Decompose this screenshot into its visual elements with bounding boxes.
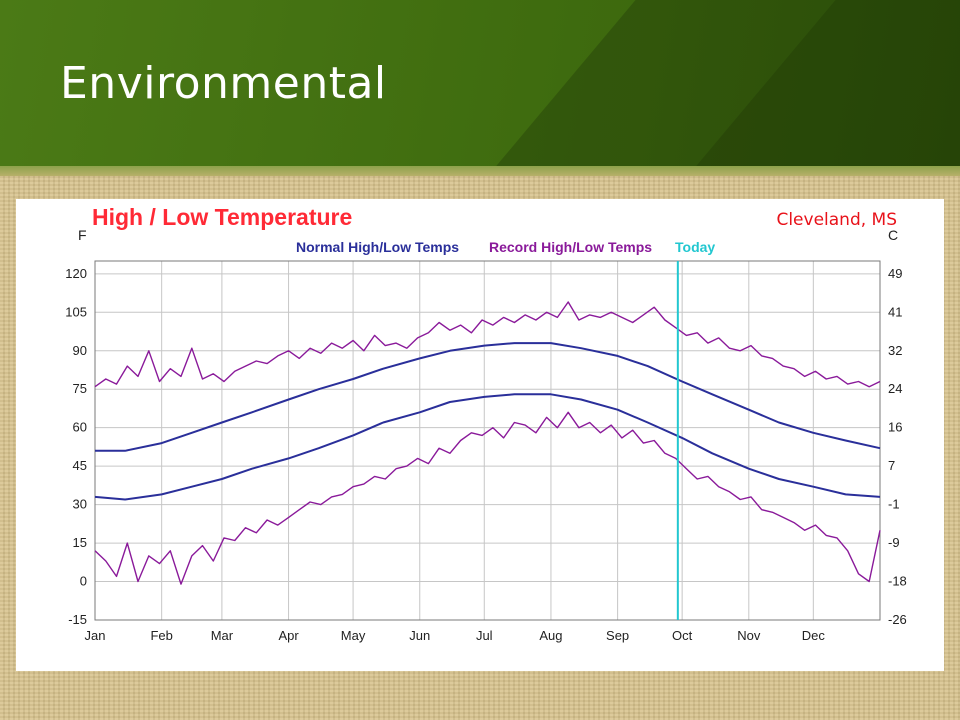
y-tick-label-right: 7 [888, 458, 895, 473]
x-tick-label: Nov [737, 628, 761, 643]
x-tick-label: May [341, 628, 366, 643]
temperature-chart: High / Low Temperature F C Normal High/L… [65, 204, 907, 643]
plot-frame [94, 260, 881, 621]
x-tick-label: Mar [211, 628, 234, 643]
left-unit-label: F [78, 227, 87, 243]
x-tick-label: Aug [539, 628, 562, 643]
y-axis-right-ticks: -26 -18 -9 -1 7 16 24 32 41 49 [888, 266, 907, 627]
x-tick-label: Jan [85, 628, 106, 643]
slide-title: Environmental [60, 58, 387, 109]
y-axis-left-ticks: -15 0 15 30 45 60 75 90 105 120 [65, 266, 87, 627]
x-tick-label: Feb [150, 628, 172, 643]
header-divider [0, 166, 960, 176]
series-line-record-high [94, 301, 881, 388]
series-line-normal-low [94, 393, 881, 501]
y-tick-label-left: 120 [65, 266, 87, 281]
chart-series-layer [94, 301, 881, 585]
legend-record: Record High/Low Temps [489, 239, 652, 255]
y-tick-label-left: 30 [73, 497, 87, 512]
y-tick-label-left: 60 [73, 420, 87, 435]
x-tick-label: Jun [409, 628, 430, 643]
y-tick-label-right: -9 [888, 535, 900, 550]
x-tick-label: Jul [476, 628, 493, 643]
x-tick-label: Apr [278, 628, 299, 643]
y-tick-label-left: 15 [73, 535, 87, 550]
legend-today: Today [675, 239, 715, 255]
y-tick-label-right: 49 [888, 266, 902, 281]
x-tick-label: Dec [802, 628, 826, 643]
y-tick-label-right: 24 [888, 381, 902, 396]
y-tick-label-left: 90 [73, 343, 87, 358]
y-tick-label-left: 75 [73, 381, 87, 396]
x-axis-ticks: Jan Feb Mar Apr May Jun Jul Aug Sep Oct Nov Dec [85, 628, 826, 643]
y-tick-label-right: 16 [888, 420, 902, 435]
right-unit-label: C [888, 227, 898, 243]
y-tick-label-right: -18 [888, 574, 907, 589]
series-line-normal-high [95, 342, 881, 452]
y-tick-label-right: 41 [888, 304, 902, 319]
x-tick-label: Sep [606, 628, 629, 643]
x-tick-label: Oct [672, 628, 693, 643]
series-line-record-low [94, 411, 881, 585]
y-tick-label-right: -26 [888, 612, 907, 627]
location-label: Cleveland, MS [776, 210, 897, 230]
chart-title: High / Low Temperature [92, 204, 352, 230]
legend-normal: Normal High/Low Temps [296, 239, 459, 255]
y-tick-label-left: 45 [73, 458, 87, 473]
slide-header [0, 0, 960, 168]
y-tick-label-left: 105 [65, 304, 87, 319]
y-tick-label-right: -1 [888, 497, 900, 512]
y-tick-label-left: 0 [80, 574, 87, 589]
y-tick-label-left: -15 [68, 612, 87, 627]
chart-grid [94, 261, 880, 621]
y-tick-label-right: 32 [888, 343, 902, 358]
temperature-chart-panel: High / Low Temperature F C Normal High/L… [16, 199, 944, 671]
